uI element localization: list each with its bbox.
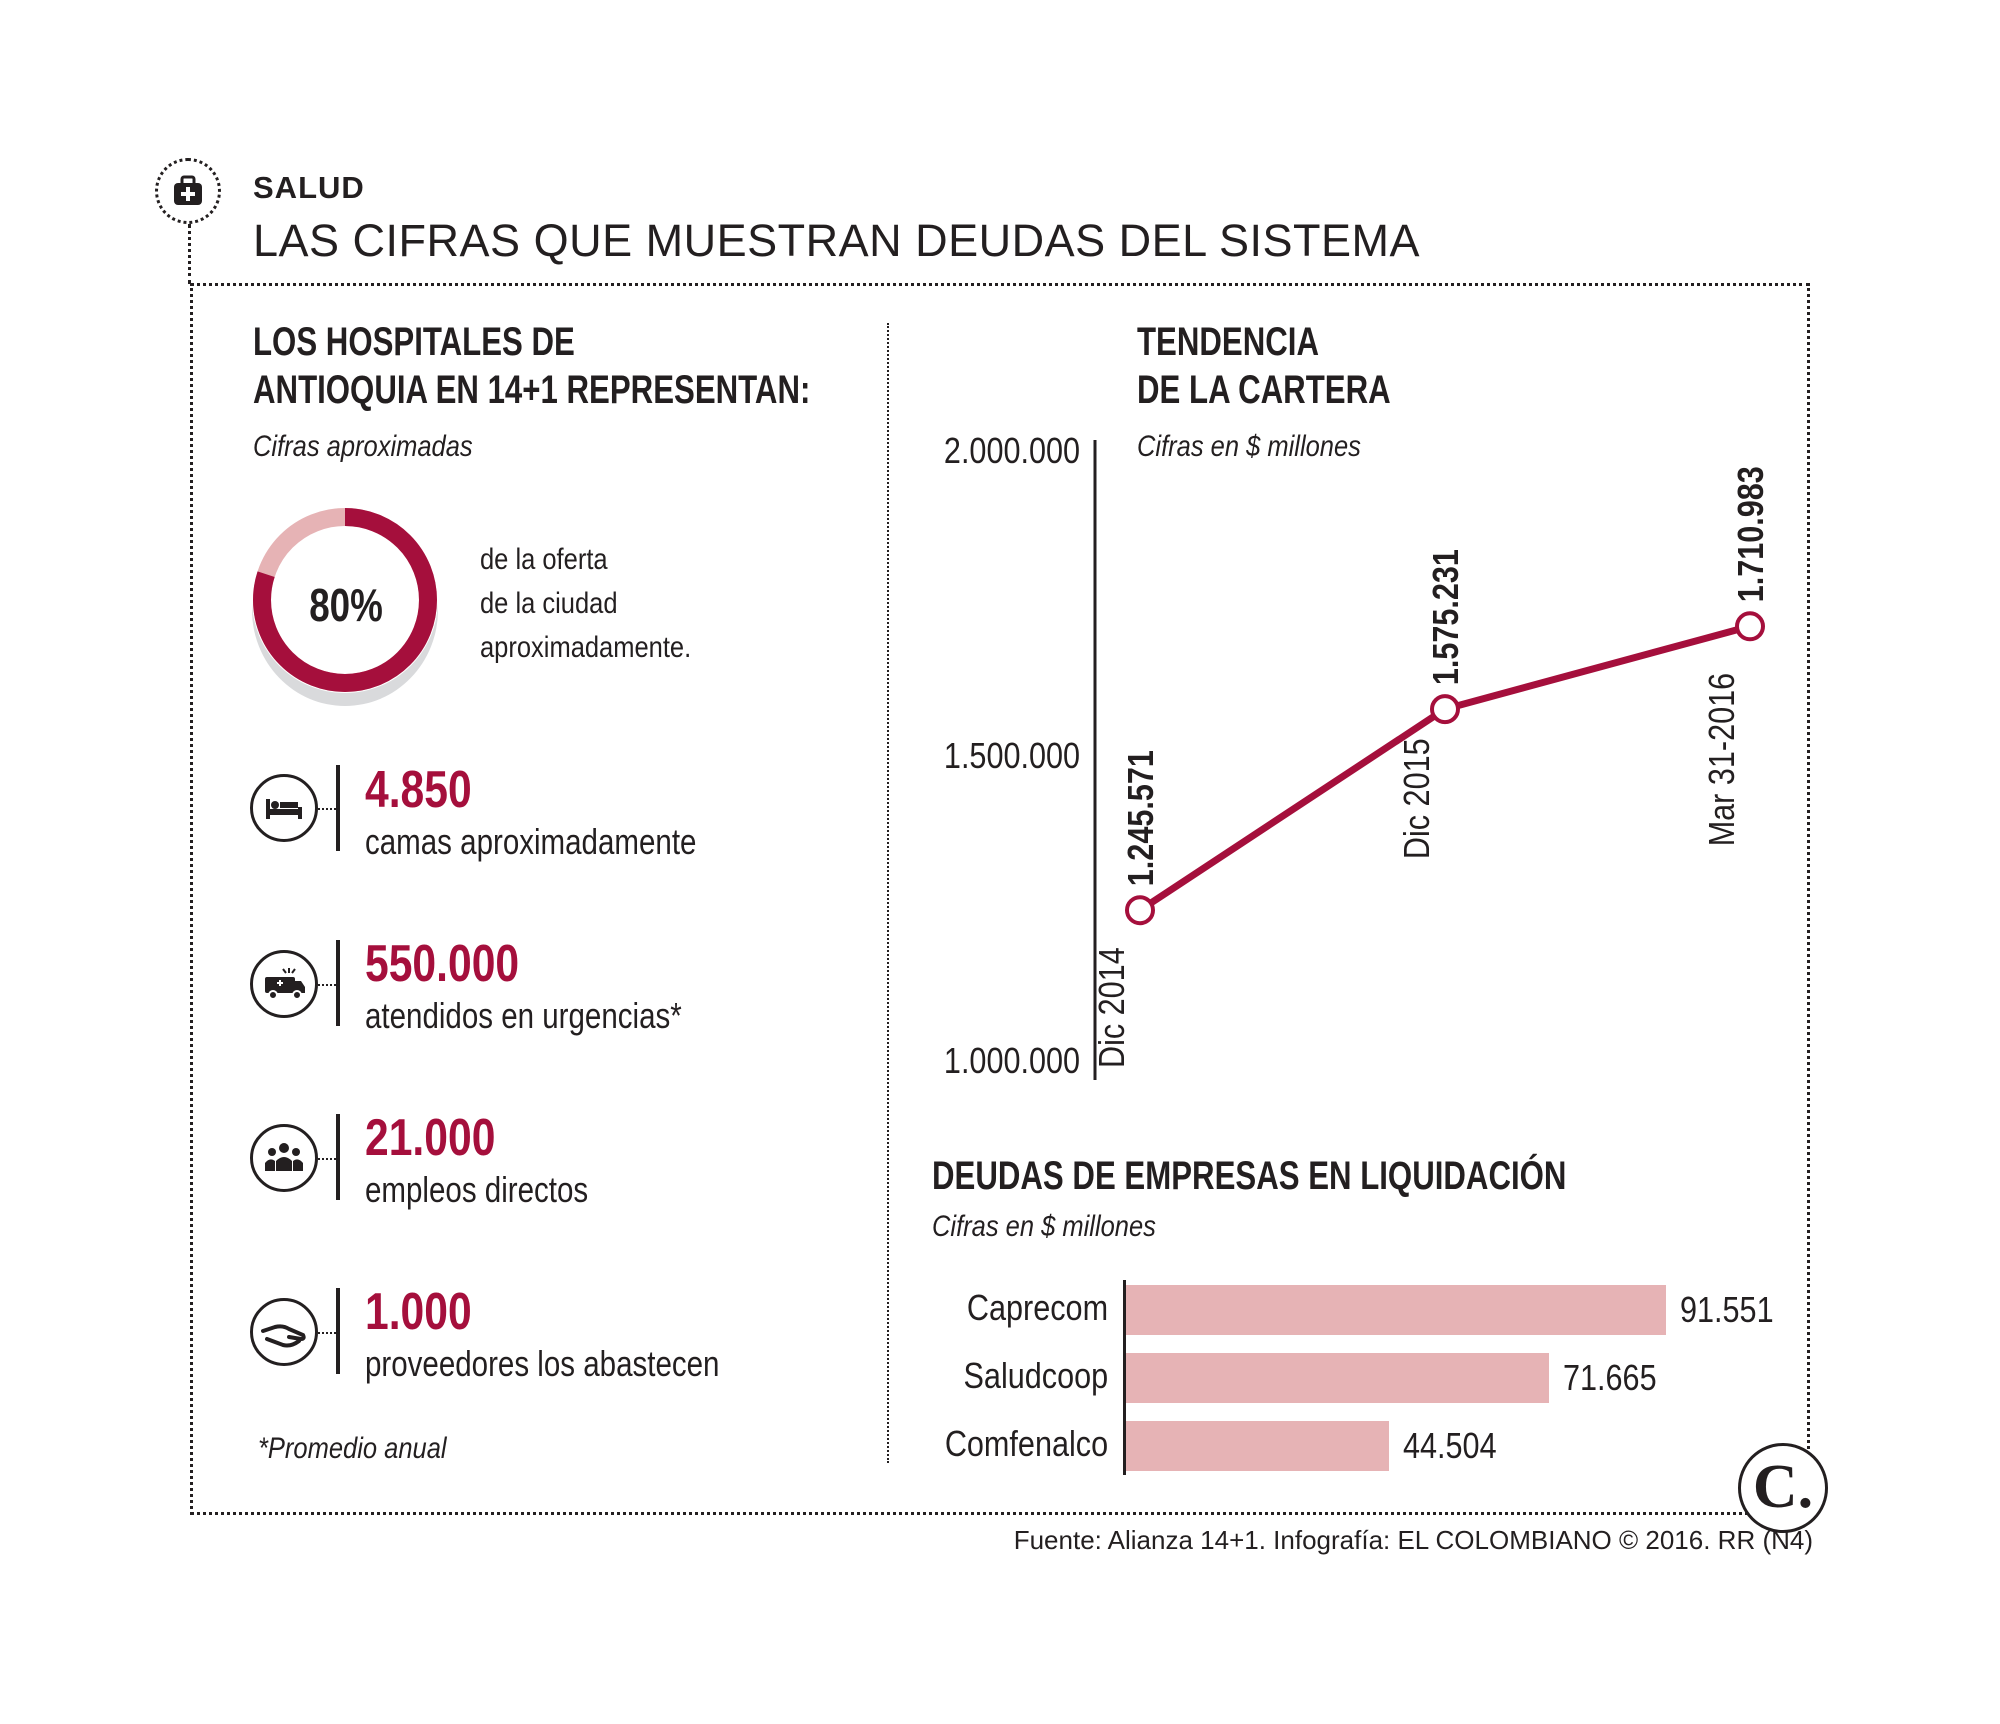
bar (1126, 1421, 1389, 1471)
stat-connector (318, 808, 336, 810)
stat-divider (336, 940, 340, 1026)
line-chart-title-line2: DE LA CARTERA (1137, 368, 1391, 412)
bar (1126, 1353, 1549, 1403)
x-category-label: Mar 31-2016 (1703, 673, 1743, 846)
data-value-label: 1.575.231 (1427, 549, 1467, 685)
stat-value: 550.000 (365, 935, 520, 993)
ambulance-icon (250, 950, 318, 1018)
stat-text: proveedores los abastecen (365, 1343, 720, 1384)
supplier-hand-icon (250, 1298, 318, 1366)
logo-text: C. (1752, 1453, 1814, 1521)
stat-connector (318, 1158, 336, 1160)
y-tick-label: 2.000.000 (944, 432, 1080, 472)
bar-value-label: 44.504 (1402, 1425, 1497, 1466)
x-category-label: Dic 2015 (1398, 738, 1438, 859)
bar-chart: Caprecom 91.551 Saludcoop 71.665 Comfenalco 4… (900, 1280, 1800, 1480)
bar-value-label: 71.665 (1562, 1357, 1657, 1398)
line-chart-subtitle: Cifras en $ millones (1137, 430, 1361, 463)
data-point (1125, 895, 1155, 926)
donut-text-line2: de la ciudad (480, 587, 618, 620)
bar-category-label: Comfenalco (944, 1423, 1108, 1464)
data-value-label: 1.710.983 (1732, 466, 1772, 602)
data-point (1735, 611, 1765, 642)
medical-kit-icon (155, 158, 221, 224)
stat-text: atendidos en urgencias* (365, 995, 682, 1036)
stat-connector (318, 1332, 336, 1334)
donut-text-line3: aproximadamente. (480, 631, 692, 664)
left-subtitle: Cifras aproximadas (253, 430, 473, 463)
el-colombiano-logo: C. (1738, 1443, 1828, 1533)
bar-value-label: 91.551 (1680, 1289, 1774, 1330)
content-frame (190, 283, 1810, 1515)
badge-connector (188, 224, 191, 284)
bar-chart-subtitle: Cifras en $ millones (932, 1210, 1156, 1243)
stat-divider (336, 1288, 340, 1374)
stat-value: 4.850 (365, 761, 472, 819)
stat-value: 1.000 (365, 1283, 472, 1341)
stat-text: camas aproximadamente (365, 821, 697, 862)
donut-percent-label: 80% (309, 579, 383, 631)
line-chart-title-line1: TENDENCIA (1137, 320, 1320, 364)
stat-value: 21.000 (365, 1109, 496, 1167)
stat-divider (336, 765, 340, 851)
stat-text: empleos directos (365, 1169, 589, 1210)
footnote: *Promedio anual (258, 1432, 447, 1465)
left-title-line1: LOS HOSPITALES DE (253, 320, 575, 364)
bar (1126, 1285, 1666, 1335)
bar-category-label: Caprecom (966, 1287, 1108, 1328)
donut-text-line1: de la oferta (480, 543, 608, 576)
people-group-icon (250, 1124, 318, 1192)
bar-chart-title: DEUDAS DE EMPRESAS EN LIQUIDACIÓN (932, 1154, 1567, 1198)
data-point (1430, 694, 1460, 725)
hospital-bed-icon (250, 774, 318, 842)
y-tick-label: 1.000.000 (944, 1042, 1080, 1082)
stat-connector (318, 984, 336, 986)
column-divider (887, 323, 889, 1463)
page-title: LAS CIFRAS QUE MUESTRAN DEUDAS DEL SISTE… (253, 215, 1421, 266)
share-donut (252, 507, 438, 706)
bar-category-label: Saludcoop (963, 1355, 1108, 1396)
stat-divider (336, 1114, 340, 1200)
x-category-label: Dic 2014 (1093, 947, 1133, 1068)
section-label: SALUD (253, 170, 365, 205)
donut-value-segment (253, 508, 437, 692)
bar-axis (1123, 1280, 1126, 1475)
source-credit: Fuente: Alianza 14+1. Infografía: EL COL… (1013, 1525, 1813, 1555)
line-chart: 1.000.000 1.500.000 2.000.000 1.245.571 Dic… (944, 432, 1772, 1082)
data-value-label: 1.245.571 (1122, 750, 1162, 886)
left-title-line2: ANTIOQUIA EN 14+1 REPRESENTAN: (253, 368, 811, 412)
y-tick-label: 1.500.000 (944, 737, 1080, 777)
